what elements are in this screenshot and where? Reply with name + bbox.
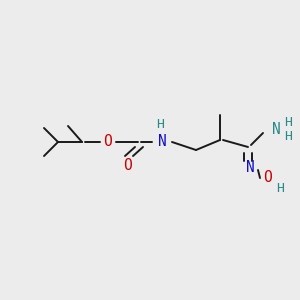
Text: H: H <box>284 116 292 130</box>
Text: O: O <box>264 170 272 185</box>
Text: O: O <box>103 134 112 149</box>
Text: O: O <box>124 158 132 172</box>
Text: N: N <box>272 122 280 136</box>
Text: N: N <box>246 160 254 175</box>
Text: H: H <box>156 118 164 130</box>
Text: H: H <box>276 182 284 194</box>
Text: N: N <box>158 134 166 149</box>
Text: H: H <box>284 130 292 143</box>
